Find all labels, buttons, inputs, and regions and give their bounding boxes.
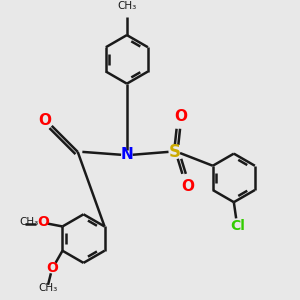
- Text: O: O: [46, 260, 58, 274]
- Text: Cl: Cl: [230, 220, 245, 233]
- Text: N: N: [121, 147, 133, 162]
- Text: CH₃: CH₃: [38, 283, 58, 293]
- Text: O: O: [37, 215, 49, 230]
- Text: S: S: [168, 143, 180, 161]
- Text: O: O: [174, 109, 187, 124]
- Text: O: O: [38, 112, 51, 128]
- Text: O: O: [182, 179, 195, 194]
- Text: CH₃: CH₃: [117, 1, 136, 11]
- Text: CH₃: CH₃: [19, 218, 39, 227]
